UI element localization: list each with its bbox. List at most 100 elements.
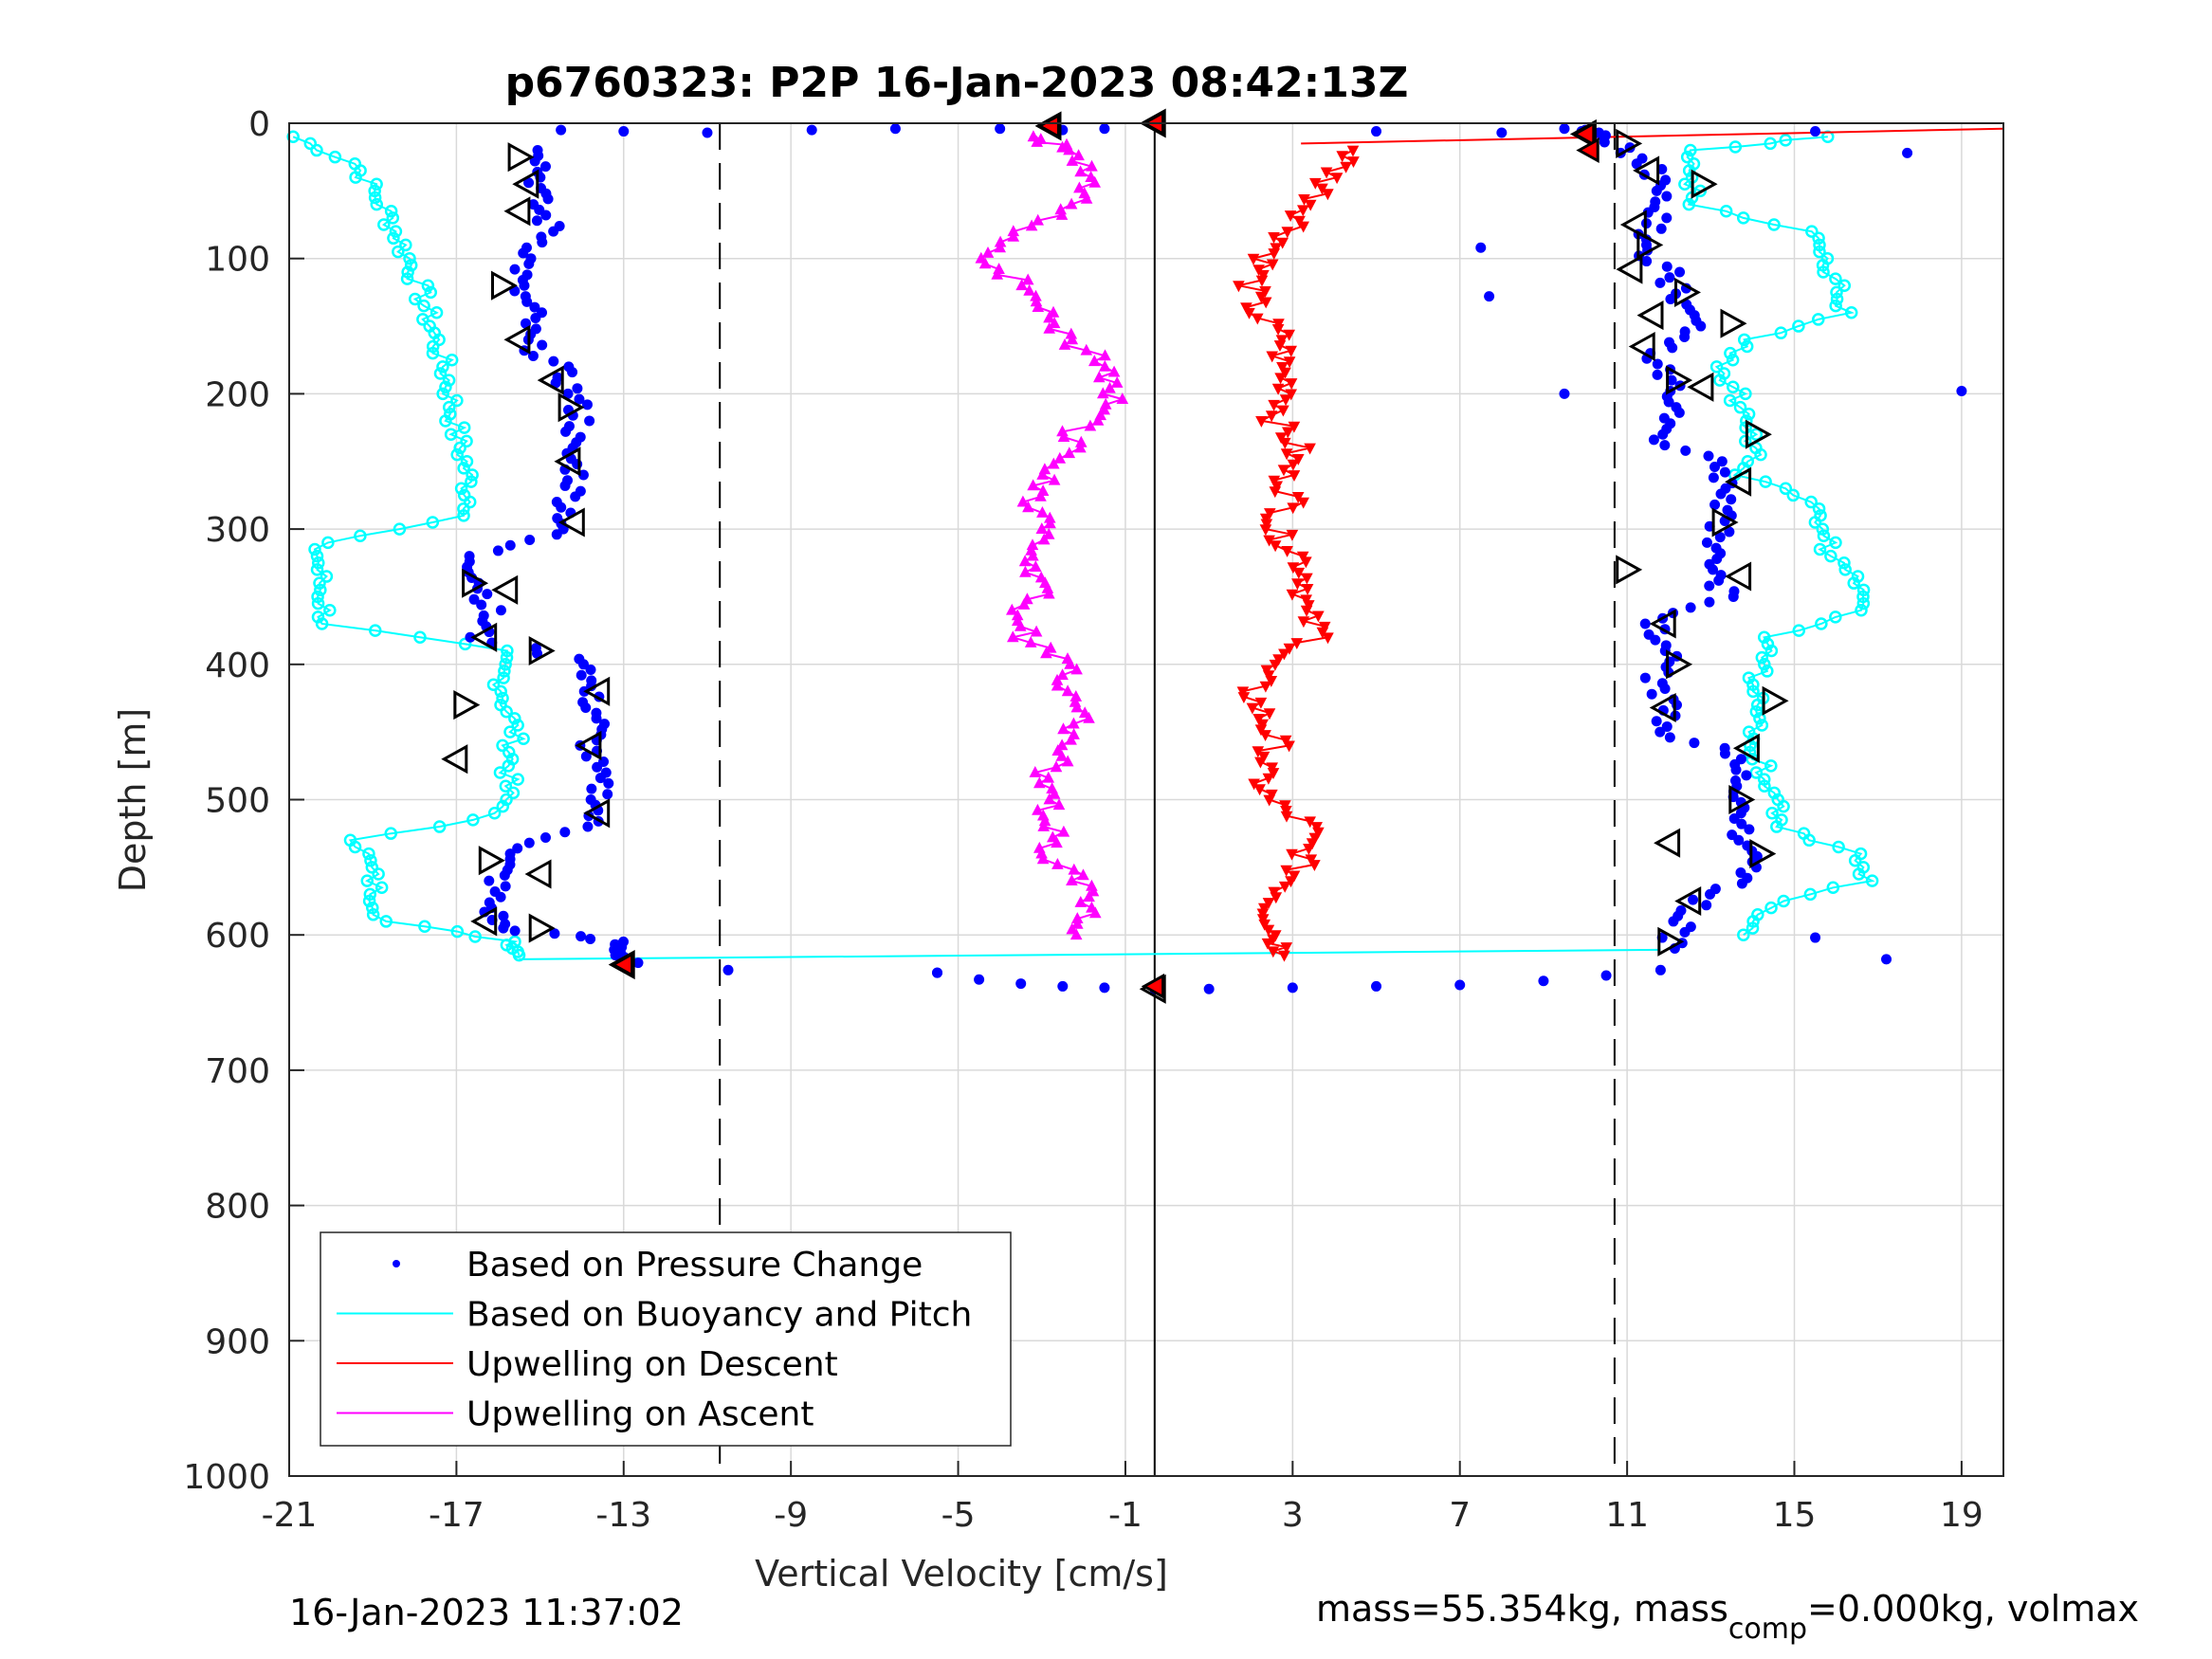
pressure-point <box>1704 596 1715 608</box>
pressure-point <box>1484 291 1495 302</box>
pressure-point <box>1661 261 1673 272</box>
buoyancy-point <box>1737 333 1751 347</box>
upwelling-ascent-point <box>1033 776 1046 789</box>
upwelling-ascent-point <box>975 251 988 264</box>
upwelling-ascent-point <box>1030 289 1042 301</box>
legend-label: Based on Buoyancy and Pitch <box>466 1296 972 1335</box>
pressure-point <box>592 761 603 773</box>
upwelling-ascent-point <box>1065 197 1078 210</box>
stall-marker <box>503 324 531 355</box>
buoyancy-point <box>457 501 470 516</box>
buoyancy-point <box>1830 292 1844 306</box>
buoyancy-point <box>1682 197 1696 211</box>
buoyancy-point <box>496 799 510 813</box>
buoyancy-point <box>432 820 447 833</box>
pressure-point <box>1648 434 1659 446</box>
pressure-point <box>889 123 901 135</box>
upwelling-ascent-point <box>1052 798 1066 811</box>
upwelling-descent-point <box>1308 860 1321 871</box>
stall-marker <box>491 270 518 301</box>
pressure-point <box>559 827 571 838</box>
pressure-point <box>1881 954 1892 965</box>
pressure-point <box>1454 979 1466 991</box>
buoyancy-point <box>314 583 327 597</box>
buoyancy-point <box>401 265 414 279</box>
y-tick-label: 900 <box>205 1322 270 1361</box>
upwelling-descent-point <box>1269 659 1282 671</box>
pressure-point <box>1736 818 1747 830</box>
buoyancy-point <box>1767 218 1781 231</box>
upwelling-ascent-point <box>994 235 1007 247</box>
upwelling-descent-point <box>1247 253 1260 265</box>
buoyancy-point <box>1758 779 1771 793</box>
buoyancy-point <box>312 556 325 570</box>
stall-marker <box>537 365 564 395</box>
pressure-point <box>559 480 571 491</box>
upwelling-descent-point <box>1278 950 1290 962</box>
buoyancy-point <box>1813 245 1826 259</box>
footer-timestamp: 16-Jan-2023 11:37:02 <box>289 1592 684 1633</box>
pressure-point <box>1651 716 1662 727</box>
y-tick-label: 400 <box>205 647 270 685</box>
buoyancy-point <box>508 712 521 725</box>
upwelling-descent-point <box>1263 708 1276 720</box>
buoyancy-point <box>493 766 507 779</box>
upwelling-ascent-point <box>1074 165 1087 177</box>
buoyancy-point <box>1812 501 1826 516</box>
buoyancy-point <box>511 719 524 732</box>
buoyancy-point <box>457 421 471 434</box>
y-tick-label: 100 <box>205 241 270 280</box>
buoyancy-point <box>1829 299 1842 313</box>
pressure-point <box>1685 921 1696 933</box>
upwelling-ascent-point <box>1047 305 1060 318</box>
upwelling-descent-point <box>1259 681 1272 693</box>
upwelling-ascent-point <box>1019 565 1032 577</box>
buoyancy-point <box>1817 265 1830 279</box>
upwelling-ascent-point <box>1110 376 1124 388</box>
pressure-point <box>498 922 509 934</box>
buoyancy-point <box>1856 596 1871 611</box>
pressure-point <box>1099 982 1110 994</box>
stall-marker <box>1674 885 1702 917</box>
buoyancy-point <box>310 549 324 563</box>
buoyancy-point <box>450 924 465 939</box>
buoyancy-point <box>360 874 374 887</box>
buoyancy-point <box>366 901 379 915</box>
x-tick-label: 15 <box>1773 1496 1817 1535</box>
pressure-point <box>550 377 561 389</box>
upwelling-ascent-point <box>1051 858 1064 869</box>
pressure-point <box>1654 277 1666 288</box>
pressure-point <box>468 593 480 605</box>
x-tick-label: -5 <box>941 1496 976 1535</box>
pressure-point <box>537 237 548 248</box>
x-tick-label: 11 <box>1605 1496 1649 1535</box>
buoyancy-point <box>450 447 464 462</box>
pressure-point <box>1057 980 1069 992</box>
upwelling-descent-point <box>1254 697 1268 709</box>
upwelling-descent-point <box>1271 383 1285 395</box>
pressure-point <box>584 415 595 427</box>
pressure-point <box>499 869 510 881</box>
upwelling-descent-point <box>1280 942 1293 954</box>
stall-marker <box>491 574 519 605</box>
upwelling-ascent-point <box>1058 338 1071 350</box>
buoyancy-point <box>1764 644 1779 658</box>
buoyancy-point <box>1719 205 1733 218</box>
upwelling-ascent-point <box>1030 625 1043 637</box>
upwelling-ascent-point <box>1048 473 1061 485</box>
upwelling-ascent-point <box>1006 603 1018 615</box>
upwelling-ascent-point <box>1085 171 1097 182</box>
pressure-point <box>585 665 596 676</box>
pressure-point <box>1722 504 1733 516</box>
stall-marker <box>1616 128 1643 158</box>
upwelling-descent-point <box>1283 740 1295 753</box>
upwelling-ascent-point <box>1007 225 1020 237</box>
buoyancy-point <box>404 259 418 272</box>
buoyancy-point <box>460 434 473 448</box>
buoyancy-point <box>1749 766 1764 779</box>
buoyancy-point <box>1761 637 1775 651</box>
upwelling-ascent-point <box>1021 592 1033 605</box>
pressure-point <box>1675 905 1687 917</box>
buoyancy-point <box>1755 650 1769 665</box>
pressure-point <box>1600 970 1612 981</box>
